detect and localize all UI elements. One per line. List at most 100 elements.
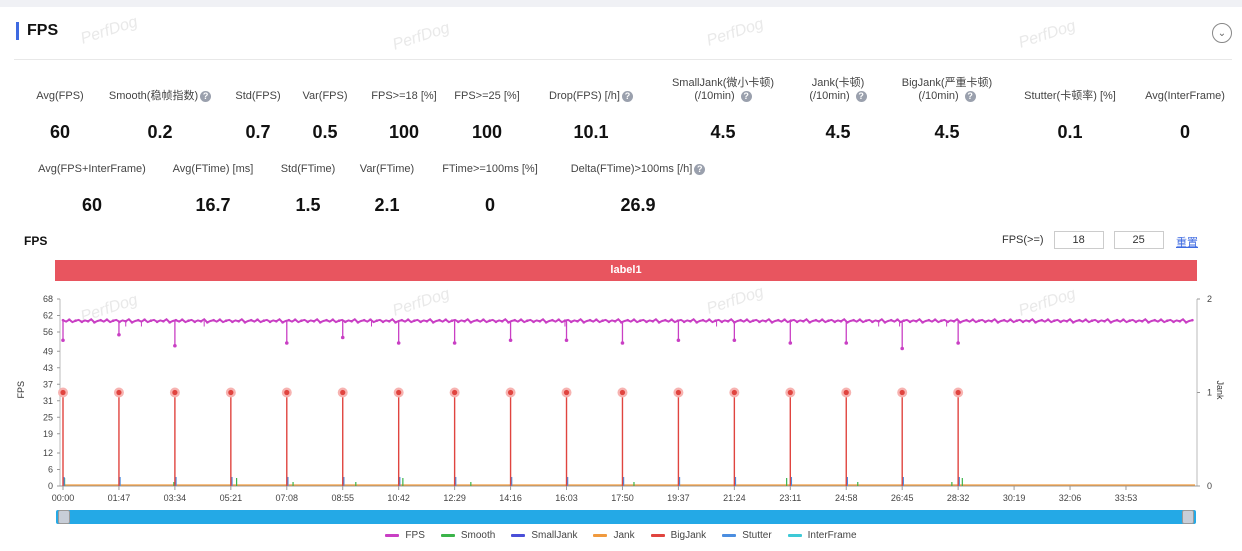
reset-link[interactable]: 重置 <box>1176 237 1198 249</box>
fps-point <box>965 318 968 322</box>
stat-label-text: FPS>=25 [%] <box>454 90 520 102</box>
x-tick-label: 32:06 <box>1059 493 1082 503</box>
fps-point <box>143 318 146 321</box>
stat-value: 60 <box>49 122 71 142</box>
bigjank-marker <box>955 389 961 396</box>
fps-point <box>281 321 284 324</box>
fps-point <box>990 319 993 323</box>
stat-label-text: Jank(卡顿) <box>811 77 865 89</box>
row2-stat: Delta(FTime)>100ms [/h]? 26.9 <box>563 163 713 215</box>
x-tick-label: 07:08 <box>276 493 299 503</box>
fps-point <box>494 320 498 324</box>
section-accent-bar <box>16 22 19 40</box>
stat-value: 2.1 <box>374 195 400 215</box>
legend-label: SmallJank <box>531 530 578 541</box>
fps-dip-point <box>788 341 793 345</box>
bigjank-marker <box>284 389 290 396</box>
fps-point <box>670 318 673 321</box>
fps-point <box>369 318 372 321</box>
fps-dip-point <box>676 338 681 343</box>
row2-stat: Var(FTime) 2.1 <box>312 163 462 215</box>
bigjank-marker <box>116 389 122 396</box>
fps-point <box>1103 319 1106 323</box>
x-tick-label: 19:37 <box>667 493 690 503</box>
x-tick-label: 17:50 <box>611 493 634 503</box>
help-icon[interactable]: ? <box>200 90 212 102</box>
fps-point <box>657 321 661 324</box>
fps-point <box>538 319 542 323</box>
fps-point <box>695 321 699 324</box>
fps-point <box>996 321 1000 324</box>
y-tick-label: 56 <box>43 327 53 337</box>
fps-point <box>977 319 981 323</box>
y-tick-label: 31 <box>43 396 53 406</box>
row2-stat: Std(FTime) 1.5 <box>233 163 383 215</box>
stat-label: Drop(FPS) [/h]? <box>516 90 666 103</box>
legend-swatch-icon <box>787 534 802 537</box>
fps-point <box>431 321 435 324</box>
fps-point <box>1090 319 1094 323</box>
fps-point <box>381 320 385 324</box>
fps-point <box>544 321 548 324</box>
fps-point <box>645 320 648 324</box>
fps-point <box>1191 318 1194 322</box>
help-icon[interactable]: ? <box>855 90 867 102</box>
fps-threshold-input-1[interactable] <box>1053 231 1104 249</box>
fps-point <box>1053 319 1056 323</box>
fps-dip-point <box>452 341 457 345</box>
legend-item-fps[interactable]: FPS <box>385 530 425 541</box>
help-icon[interactable]: ? <box>694 163 706 175</box>
fps-point <box>1147 321 1150 324</box>
stat-label-text: Std(FTime) <box>280 163 336 175</box>
help-icon[interactable]: ? <box>621 90 633 102</box>
fps-dip-point <box>732 338 737 343</box>
legend-item-smooth[interactable]: Smooth <box>440 530 496 541</box>
fps-point <box>482 318 485 321</box>
row1-stat: Avg(InterFrame) 0 <box>1110 90 1242 142</box>
fps-point <box>300 319 303 323</box>
legend-item-stutter[interactable]: Stutter <box>722 530 772 541</box>
fps-point <box>507 321 510 324</box>
fps-point <box>958 321 962 324</box>
legend-label: BigJank <box>670 530 707 541</box>
y-axis-label: FPS <box>16 381 26 399</box>
fps-point <box>1040 318 1044 322</box>
legend-label: Smooth <box>460 530 496 541</box>
fps-point <box>971 318 975 321</box>
stat-label-text: Smooth(稳帧指数) <box>108 90 199 102</box>
watermark: PerfDog <box>1016 17 1078 52</box>
fps-point <box>375 319 379 323</box>
x-tick-label: 16:03 <box>555 493 578 503</box>
fps-point <box>387 319 391 323</box>
label-bar[interactable]: label1 <box>55 260 1197 281</box>
bigjank-marker <box>228 389 234 396</box>
fps-dip-point <box>844 341 849 345</box>
fps-point <box>1128 319 1131 323</box>
fps-threshold-input-2[interactable] <box>1113 231 1164 249</box>
fps-point <box>287 318 291 322</box>
legend-item-bigjank[interactable]: BigJank <box>650 530 707 541</box>
collapse-chevron-icon[interactable]: ⌄ <box>1212 23 1232 43</box>
legend-item-jank[interactable]: Jank <box>593 530 635 541</box>
slider-handle-right[interactable] <box>1182 510 1194 524</box>
help-icon[interactable]: ? <box>740 90 752 102</box>
help-icon[interactable]: ? <box>964 90 976 102</box>
slider-handle-left[interactable] <box>58 510 70 524</box>
fps-point <box>130 321 134 324</box>
fps-point <box>927 318 931 322</box>
legend-swatch-icon <box>440 534 455 537</box>
stat-label: FTime>=100ms [%] <box>415 163 565 176</box>
fps-point <box>111 319 115 323</box>
time-range-slider[interactable] <box>56 510 1196 524</box>
x-tick-label: 33:53 <box>1115 493 1138 503</box>
fps-point <box>588 318 592 322</box>
fps-point <box>1172 320 1175 324</box>
fps-point <box>318 321 322 324</box>
legend-item-interframe[interactable]: InterFrame <box>787 530 857 541</box>
legend-item-smalljank[interactable]: SmallJank <box>511 530 577 541</box>
fps-point <box>344 320 347 324</box>
row2-stat: Avg(FTime) [ms] 16.7 <box>138 163 288 215</box>
x-tick-label: 10:42 <box>387 493 410 503</box>
stat-label-text: BigJank(严重卡顿) <box>901 77 993 89</box>
